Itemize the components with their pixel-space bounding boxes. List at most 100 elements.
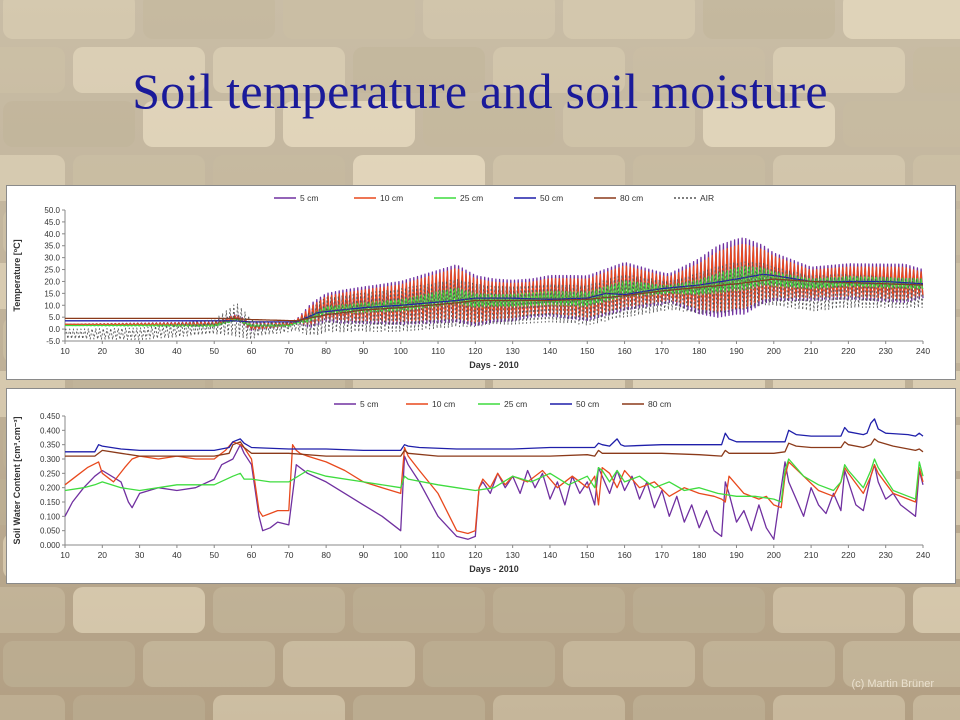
legend-label: 80 cm bbox=[620, 193, 643, 203]
y-tick-label: 35.0 bbox=[44, 242, 60, 251]
x-tick-label: 230 bbox=[879, 550, 893, 560]
y-tick-label: 0.100 bbox=[40, 512, 61, 521]
y-axis-label: Soil Water Content [cm³.cm⁻³] bbox=[12, 417, 22, 545]
x-tick-label: 240 bbox=[916, 550, 930, 560]
y-tick-label: 0.450 bbox=[40, 412, 61, 421]
legend-label: 25 cm bbox=[460, 193, 483, 203]
brick bbox=[73, 47, 205, 93]
legend-item: 80 cm bbox=[622, 399, 671, 409]
brick bbox=[353, 695, 485, 720]
series-line-50cm bbox=[65, 418, 924, 453]
series-line-air bbox=[64, 261, 924, 341]
y-tick-label: 0.250 bbox=[40, 469, 61, 478]
brick bbox=[0, 47, 65, 93]
brick bbox=[3, 641, 135, 687]
x-tick-label: 180 bbox=[692, 550, 706, 560]
legend-label: 25 cm bbox=[504, 399, 527, 409]
x-tick-label: 30 bbox=[135, 346, 145, 356]
x-tick-label: 220 bbox=[841, 346, 855, 356]
x-tick-label: 50 bbox=[209, 550, 219, 560]
x-tick-label: 60 bbox=[247, 550, 257, 560]
legend-item: 10 cm bbox=[406, 399, 455, 409]
y-tick-label: 25.0 bbox=[44, 266, 60, 275]
brick bbox=[843, 101, 960, 147]
series-line-10cm bbox=[65, 243, 924, 331]
x-tick-label: 240 bbox=[916, 346, 930, 356]
brick bbox=[703, 0, 835, 39]
y-tick-label: 30.0 bbox=[44, 254, 60, 263]
x-tick-label: 200 bbox=[767, 346, 781, 356]
brick bbox=[353, 47, 485, 93]
x-tick-label: 30 bbox=[135, 550, 145, 560]
legend-label: 10 cm bbox=[432, 399, 455, 409]
x-tick-label: 200 bbox=[767, 550, 781, 560]
brick bbox=[703, 641, 835, 687]
legend-label: 10 cm bbox=[380, 193, 403, 203]
brick bbox=[773, 47, 905, 93]
x-tick-label: 130 bbox=[506, 550, 520, 560]
legend-label: 50 cm bbox=[576, 399, 599, 409]
x-tick-label: 130 bbox=[506, 346, 520, 356]
series-line-5cm bbox=[64, 444, 924, 540]
brick bbox=[773, 587, 905, 633]
x-tick-label: 210 bbox=[804, 550, 818, 560]
brick bbox=[563, 101, 695, 147]
y-tick-label: 40.0 bbox=[44, 230, 60, 239]
brick bbox=[423, 641, 555, 687]
y-tick-label: 0.050 bbox=[40, 527, 61, 536]
brick bbox=[73, 587, 205, 633]
x-tick-label: 170 bbox=[655, 346, 669, 356]
x-tick-label: 10 bbox=[60, 346, 70, 356]
y-tick-label: 0.150 bbox=[40, 498, 61, 507]
brick bbox=[73, 695, 205, 720]
y-tick-label: 45.0 bbox=[44, 218, 60, 227]
temperature-chart-panel: -5.0 0.0 5.0 10.0 15.0 20.0 25.0 30.0 35.0 40.0 45… bbox=[6, 185, 956, 380]
x-tick-label: 70 bbox=[284, 550, 294, 560]
brick bbox=[493, 695, 625, 720]
x-tick-label: 40 bbox=[172, 550, 182, 560]
x-tick-label: 150 bbox=[580, 550, 594, 560]
legend-label: 80 cm bbox=[648, 399, 671, 409]
legend-label: 5 cm bbox=[300, 193, 318, 203]
legend-item: 10 cm bbox=[354, 193, 403, 203]
x-tick-label: 90 bbox=[359, 550, 369, 560]
soil-moisture-chart: 0.000 0.050 0.100 0.150 0.200 0.250 0.300 0.350… bbox=[12, 399, 930, 574]
brick bbox=[3, 0, 135, 39]
y-tick-label: 0.0 bbox=[49, 325, 61, 334]
series-line-25cm bbox=[64, 458, 924, 503]
x-tick-label: 20 bbox=[98, 550, 108, 560]
brick bbox=[843, 0, 960, 39]
x-tick-label: 150 bbox=[580, 346, 594, 356]
brick bbox=[493, 47, 625, 93]
y-tick-label: 0.400 bbox=[40, 426, 61, 435]
y-axis-label: Temperature [ºC] bbox=[12, 239, 22, 311]
brick bbox=[563, 641, 695, 687]
x-axis-label: Days - 2010 bbox=[469, 564, 519, 574]
x-tick-label: 230 bbox=[879, 346, 893, 356]
legend-item: 25 cm bbox=[434, 193, 483, 203]
x-tick-label: 220 bbox=[841, 550, 855, 560]
y-tick-label: 15.0 bbox=[44, 289, 60, 298]
brick bbox=[213, 587, 345, 633]
series-line-80cm bbox=[65, 278, 923, 322]
y-tick-label: 20.0 bbox=[44, 277, 60, 286]
y-tick-label: 10.0 bbox=[44, 301, 60, 310]
brick bbox=[633, 47, 765, 93]
brick bbox=[633, 587, 765, 633]
y-tick-label: 0.200 bbox=[40, 484, 61, 493]
brick bbox=[843, 641, 960, 687]
brick bbox=[283, 0, 415, 39]
x-tick-label: 120 bbox=[468, 346, 482, 356]
x-tick-label: 40 bbox=[172, 346, 182, 356]
brick bbox=[143, 641, 275, 687]
x-tick-label: 160 bbox=[617, 550, 631, 560]
x-tick-label: 80 bbox=[321, 346, 331, 356]
legend-item: 5 cm bbox=[334, 399, 378, 409]
brick bbox=[283, 641, 415, 687]
brick bbox=[913, 47, 960, 93]
x-tick-label: 80 bbox=[321, 550, 331, 560]
series-line-80cm bbox=[65, 438, 924, 457]
brick bbox=[353, 587, 485, 633]
x-tick-label: 190 bbox=[729, 550, 743, 560]
x-tick-label: 190 bbox=[729, 346, 743, 356]
